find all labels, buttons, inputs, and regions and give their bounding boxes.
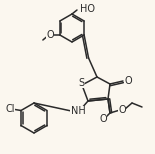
Text: S: S (78, 78, 84, 88)
Text: O: O (124, 76, 132, 86)
Text: HO: HO (80, 4, 95, 14)
Text: O: O (118, 105, 126, 115)
Text: NH: NH (71, 106, 85, 116)
Text: Cl: Cl (5, 103, 15, 113)
Text: O: O (46, 30, 54, 40)
Text: O: O (99, 114, 107, 124)
